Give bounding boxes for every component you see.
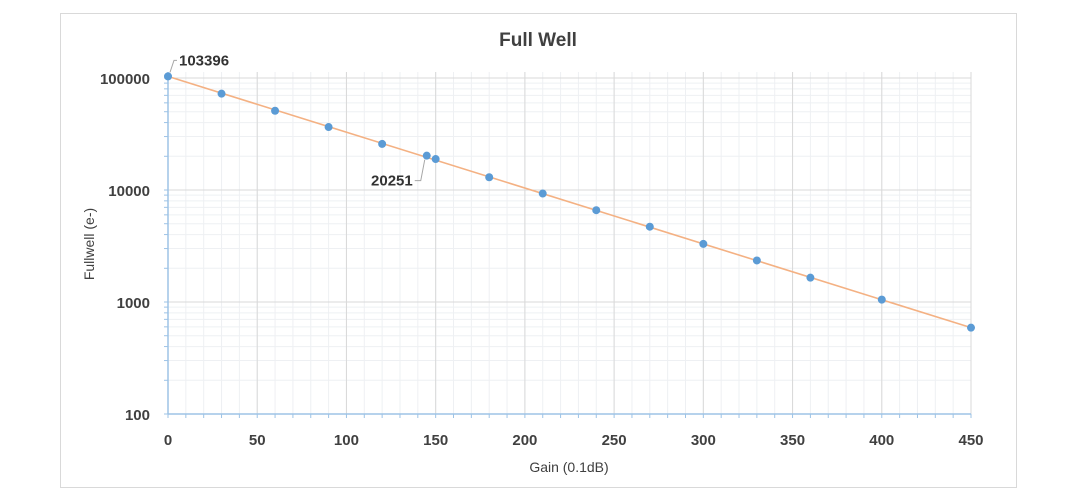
x-tick-label: 300 bbox=[691, 432, 716, 449]
x-tick-label: 350 bbox=[780, 432, 805, 449]
data-point bbox=[752, 256, 761, 265]
y-axis-label: Fullwell (e-) bbox=[81, 208, 97, 280]
data-point bbox=[485, 173, 494, 182]
data-point bbox=[378, 139, 387, 148]
y-tick-label: 100000 bbox=[100, 71, 150, 88]
chart-title: Full Well bbox=[499, 30, 577, 51]
data-point bbox=[592, 206, 601, 215]
x-tick-label: 100 bbox=[334, 432, 359, 449]
data-point bbox=[699, 239, 708, 248]
y-tick-label: 100 bbox=[125, 407, 150, 424]
y-tick-label: 1000 bbox=[117, 295, 150, 312]
x-tick-label: 50 bbox=[249, 432, 266, 449]
y-tick-label: 10000 bbox=[108, 183, 150, 200]
data-point bbox=[645, 222, 654, 231]
data-point bbox=[538, 189, 547, 198]
tick-labels: 0 50 100 150 200 250 300 350 400 450 100 1000 10000 1… bbox=[100, 71, 984, 449]
major-gridlines bbox=[167, 72, 972, 415]
annotation-label: 20251 bbox=[371, 173, 413, 190]
annotation-leader bbox=[169, 59, 177, 73]
x-tick-label: 200 bbox=[512, 432, 537, 449]
annotations: 103396 20251 bbox=[169, 52, 426, 190]
data-point bbox=[271, 106, 280, 115]
x-tick-label: 0 bbox=[164, 432, 172, 449]
data-point bbox=[431, 155, 440, 164]
data-point bbox=[967, 323, 975, 332]
x-axis-label: Gain (0.1dB) bbox=[529, 459, 608, 475]
data-points bbox=[164, 72, 975, 332]
data-point bbox=[164, 72, 172, 81]
data-point bbox=[324, 123, 333, 132]
annotation-label: 103396 bbox=[179, 52, 229, 69]
trendline bbox=[167, 75, 972, 329]
minor-gridlines bbox=[167, 72, 972, 414]
data-point bbox=[877, 295, 886, 304]
x-tick-label: 150 bbox=[423, 432, 448, 449]
data-point bbox=[422, 151, 431, 160]
annotation-leader bbox=[414, 159, 426, 182]
x-tick-label: 250 bbox=[602, 432, 627, 449]
axes bbox=[164, 72, 972, 418]
data-point bbox=[806, 273, 815, 282]
x-tick-label: 400 bbox=[869, 432, 894, 449]
data-point bbox=[217, 89, 226, 98]
trendline-layer bbox=[167, 75, 972, 329]
x-tick-label: 450 bbox=[958, 432, 983, 449]
